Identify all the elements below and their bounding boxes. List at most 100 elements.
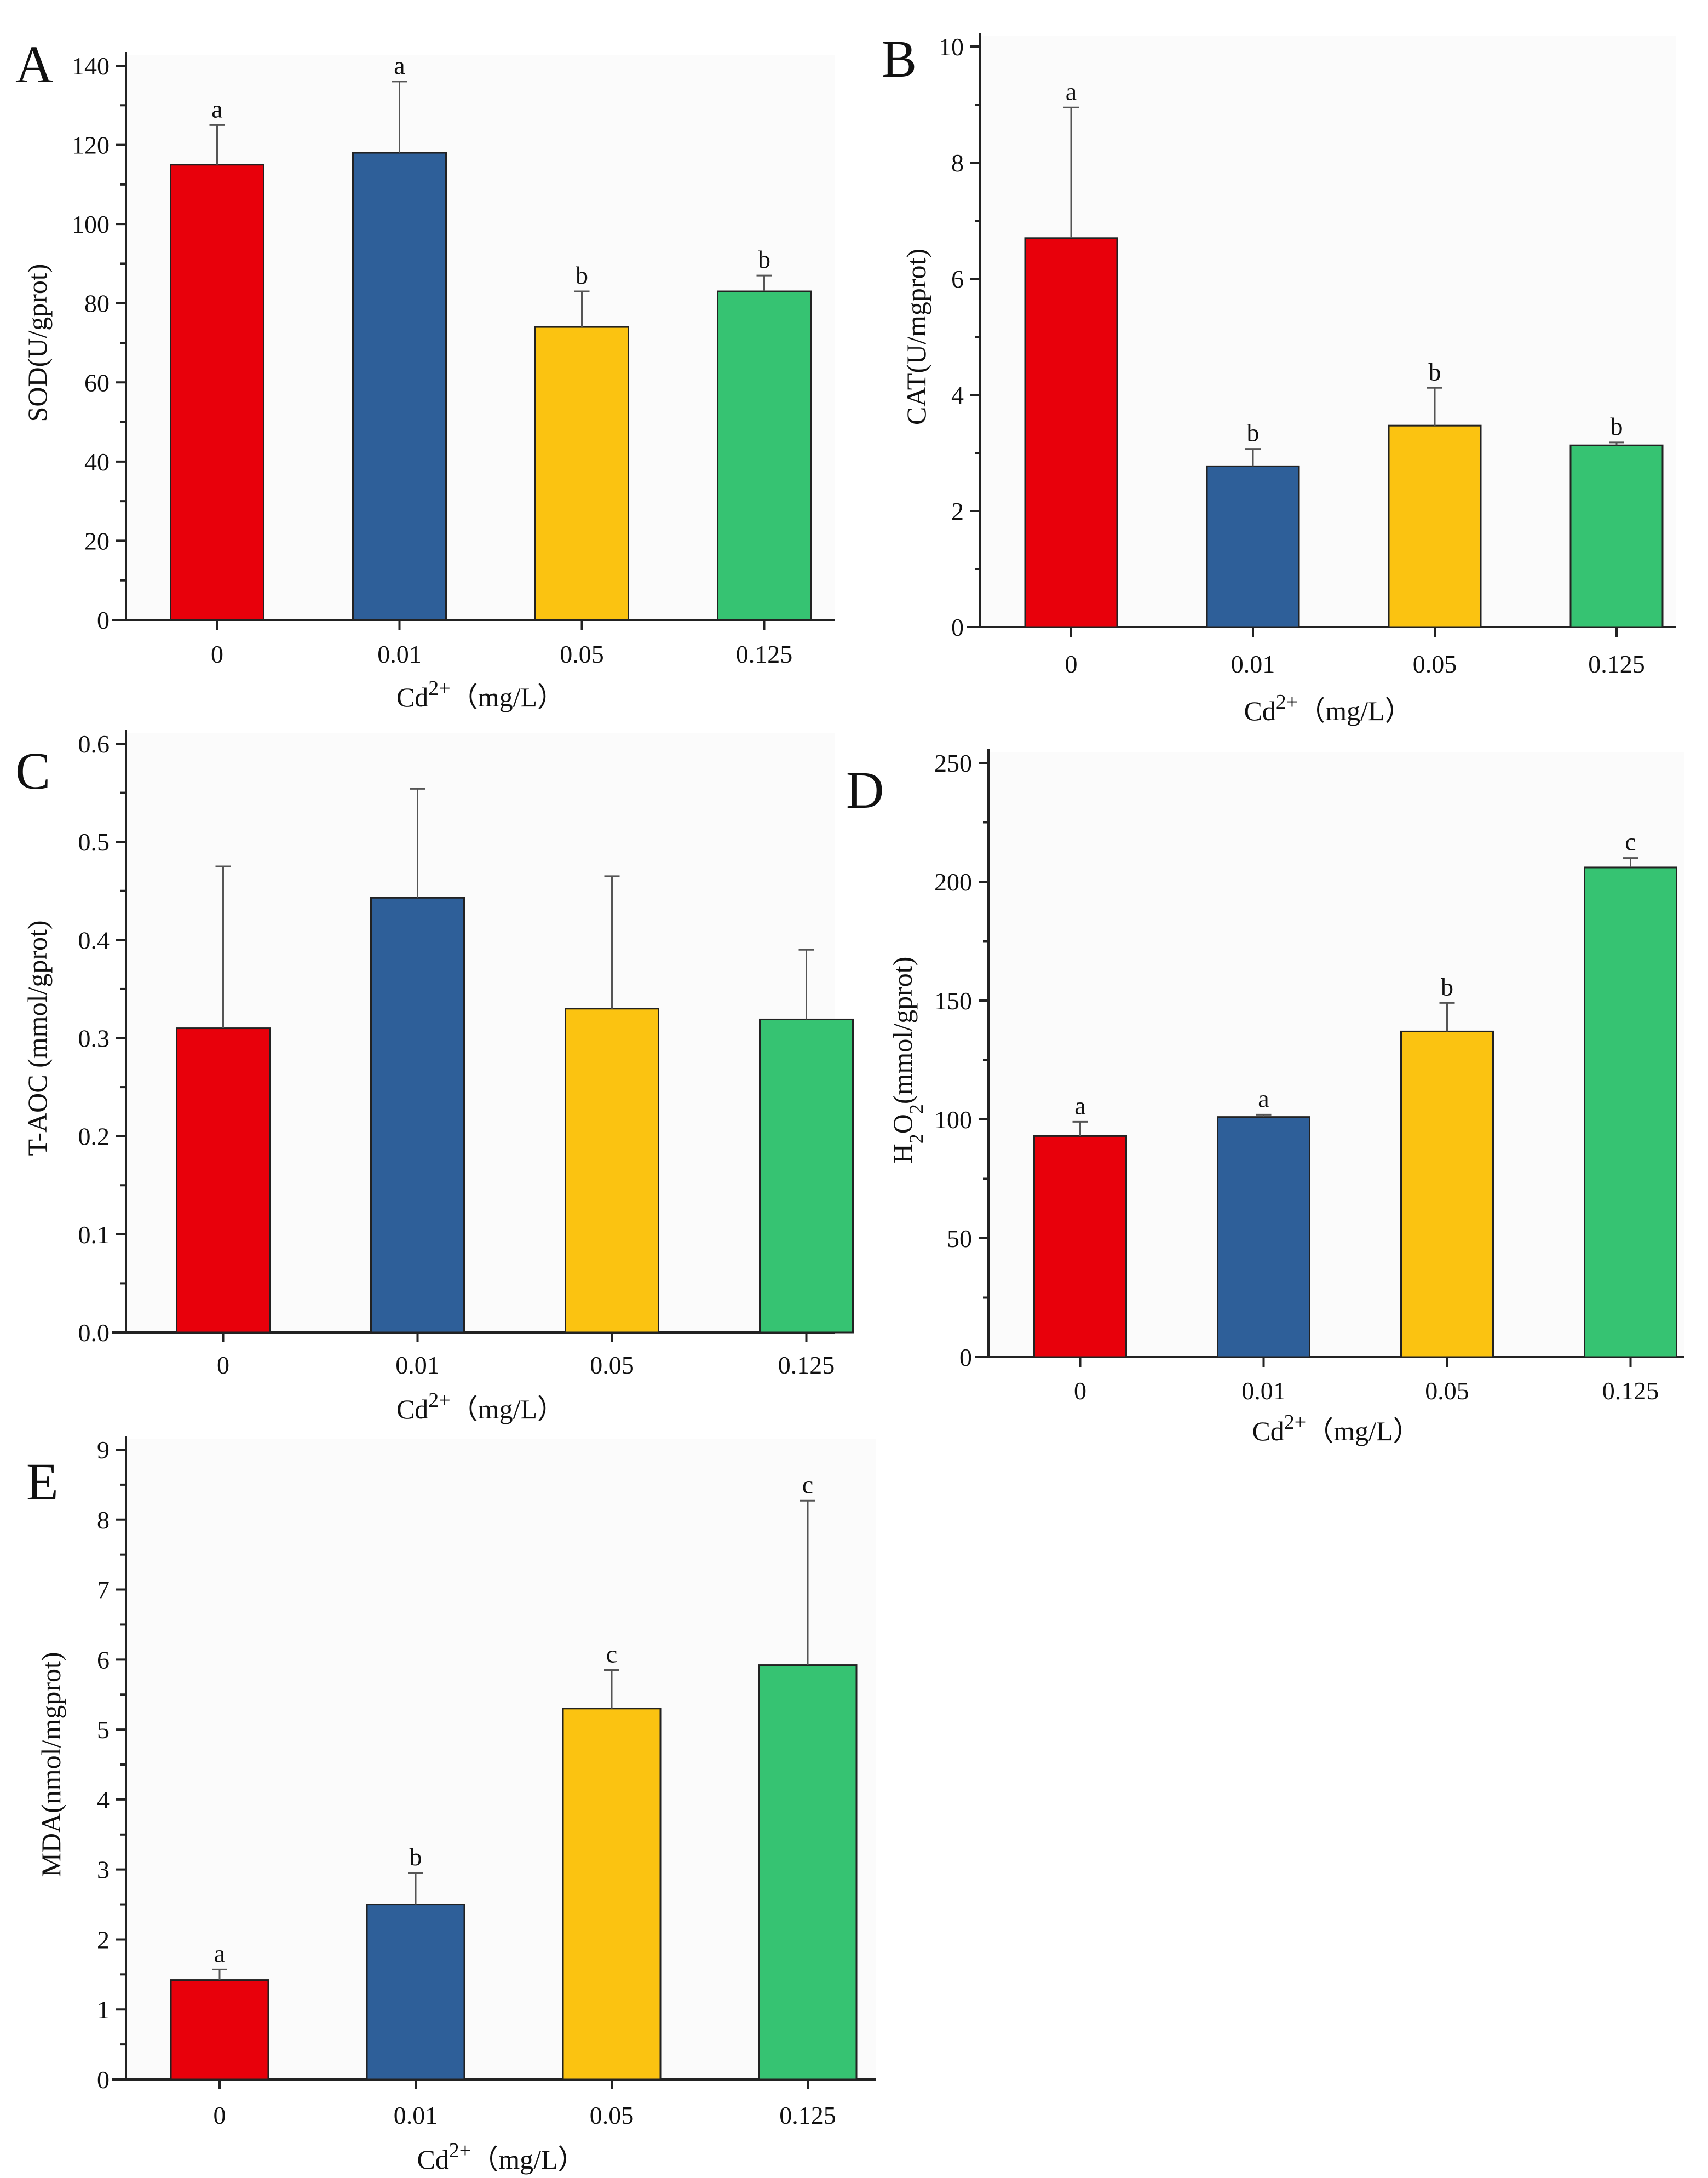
bar-0.05 <box>534 326 629 621</box>
bar-0.05 <box>562 1708 662 2081</box>
x-axis-title-unit: （mg/L） <box>451 682 565 712</box>
significance-label: a <box>394 51 405 79</box>
y-tick-label: 0.1 <box>78 1221 110 1249</box>
x-tick-label: 0 <box>211 640 223 668</box>
y-tick-label: 7 <box>97 1576 110 1604</box>
bar-0.125 <box>1569 444 1664 628</box>
significance-label: b <box>410 1843 422 1871</box>
x-tick-label: 0 <box>1065 650 1078 678</box>
bar-0.05 <box>1388 424 1482 628</box>
y-tick-label: 2 <box>97 1926 110 1953</box>
significance-label: b <box>576 261 588 289</box>
y-tick-label: 4 <box>97 1786 110 1814</box>
panel-label: D <box>846 761 884 819</box>
x-tick-label: 0.125 <box>736 640 793 668</box>
x-tick-label: 0.05 <box>590 1351 634 1379</box>
bar-0.125 <box>717 290 812 621</box>
x-tick-label: 0 <box>217 1351 229 1379</box>
bar-0.01 <box>1217 1116 1310 1358</box>
chart-panel-d: D050100150200250H2O2(mmol/gprot)a0a0.01b… <box>846 749 1684 1446</box>
x-tick-label: 0.01 <box>394 2101 438 2129</box>
y-tick-label: 4 <box>951 381 964 409</box>
y-tick-label: 0.4 <box>78 926 110 954</box>
y-tick-label: 50 <box>947 1225 972 1252</box>
y-tick-label: 0.0 <box>78 1319 110 1347</box>
y-tick-label: 10 <box>939 33 964 61</box>
bar-0 <box>170 164 264 621</box>
y-axis-title-part: 2 <box>905 1134 927 1143</box>
bar-0.125 <box>759 1018 854 1334</box>
y-tick-label: 120 <box>72 131 110 159</box>
y-tick-label: 3 <box>97 1856 110 1884</box>
y-tick-label: 2 <box>951 497 964 525</box>
y-tick-label: 20 <box>84 527 110 555</box>
y-axis-title: MDA(nmol/mgprot) <box>36 1652 66 1877</box>
y-tick-label: 140 <box>72 52 110 80</box>
y-axis-title: H2O2(mmol/gprot) <box>887 957 927 1164</box>
x-axis-title: Cd2+（mg/L） <box>1252 1411 1420 1446</box>
y-axis-title-part: O <box>887 1114 918 1134</box>
y-tick-label: 0 <box>97 2066 110 2094</box>
bar-0.125 <box>1584 866 1677 1358</box>
x-tick-label: 0.125 <box>778 1351 835 1379</box>
y-axis-title-part: H <box>887 1143 918 1163</box>
x-tick-label: 0 <box>214 2101 226 2129</box>
x-tick-label: 0.01 <box>377 640 422 668</box>
x-axis-title-unit: （mg/L） <box>1298 696 1412 726</box>
y-tick-label: 0.3 <box>78 1025 110 1053</box>
y-axis-title: SOD(U/gprot) <box>22 264 53 422</box>
x-tick-label: 0.125 <box>1588 650 1645 678</box>
y-tick-label: 8 <box>951 149 964 177</box>
y-tick-label: 0 <box>959 1343 972 1371</box>
x-tick-label: 0.05 <box>1413 650 1457 678</box>
panel-label: B <box>882 30 917 88</box>
significance-label: c <box>1625 828 1636 856</box>
y-tick-label: 100 <box>934 1106 972 1134</box>
bar-0 <box>170 1979 269 2081</box>
significance-label: c <box>802 1470 813 1498</box>
bar-0.05 <box>1400 1030 1494 1358</box>
y-tick-label: 0.6 <box>78 730 110 758</box>
x-axis-title-main: Cd <box>396 682 428 712</box>
bar-0 <box>176 1027 271 1334</box>
x-axis-title-unit: （mg/L） <box>471 2144 585 2175</box>
x-tick-label: 0 <box>1074 1377 1086 1405</box>
x-axis-title-main: Cd <box>396 1394 428 1424</box>
bar-0.05 <box>565 1008 659 1334</box>
significance-label: b <box>1441 973 1453 1001</box>
y-axis-title: CAT(U/mgprot) <box>901 249 931 425</box>
y-axis-title-part: 2 <box>905 1104 927 1114</box>
x-axis-title-unit: （mg/L） <box>1306 1416 1420 1446</box>
x-tick-label: 0.125 <box>779 2101 836 2129</box>
x-tick-label: 0.01 <box>1231 650 1275 678</box>
y-tick-label: 6 <box>951 265 964 293</box>
bar-0.01 <box>370 897 465 1334</box>
x-axis-title-sup: 2+ <box>1276 691 1298 714</box>
bar-0.01 <box>1206 465 1300 628</box>
y-tick-label: 0.2 <box>78 1123 110 1151</box>
significance-label: b <box>1247 419 1260 447</box>
y-tick-label: 0.5 <box>78 828 110 856</box>
x-axis-title-sup: 2+ <box>428 1389 450 1412</box>
chart-panel-b: B 0 2 4 6 8 10 CAT(U/mgprot) a 0 b 0.01 b 0.05 b 0.125 C… <box>882 30 1676 726</box>
chart-panel-a: A 0 20 40 60 80 100 120 140 SOD(U/gprot) a 0 a 0.01 b 0… <box>15 35 835 712</box>
bar-0 <box>1033 1135 1127 1358</box>
significance-label: a <box>214 1939 225 1967</box>
y-tick-label: 250 <box>934 749 972 777</box>
x-tick-label: 0.01 <box>395 1351 440 1379</box>
x-tick-label: 0.05 <box>590 2101 634 2129</box>
x-axis-title-main: Cd <box>417 2144 448 2175</box>
x-axis-title: Cd2+（mg/L） <box>396 677 565 712</box>
x-tick-label: 0.05 <box>560 640 604 668</box>
panel-label: C <box>15 742 50 800</box>
y-tick-label: 40 <box>84 448 110 476</box>
y-tick-label: 0 <box>97 606 110 634</box>
panel-label: E <box>26 1452 59 1511</box>
bar-0.01 <box>352 152 447 621</box>
bar-0.125 <box>758 1664 858 2081</box>
y-tick-label: 200 <box>934 868 972 896</box>
y-tick-label: 100 <box>72 210 110 238</box>
panel-label: A <box>15 35 53 94</box>
y-tick-label: 150 <box>934 987 972 1015</box>
